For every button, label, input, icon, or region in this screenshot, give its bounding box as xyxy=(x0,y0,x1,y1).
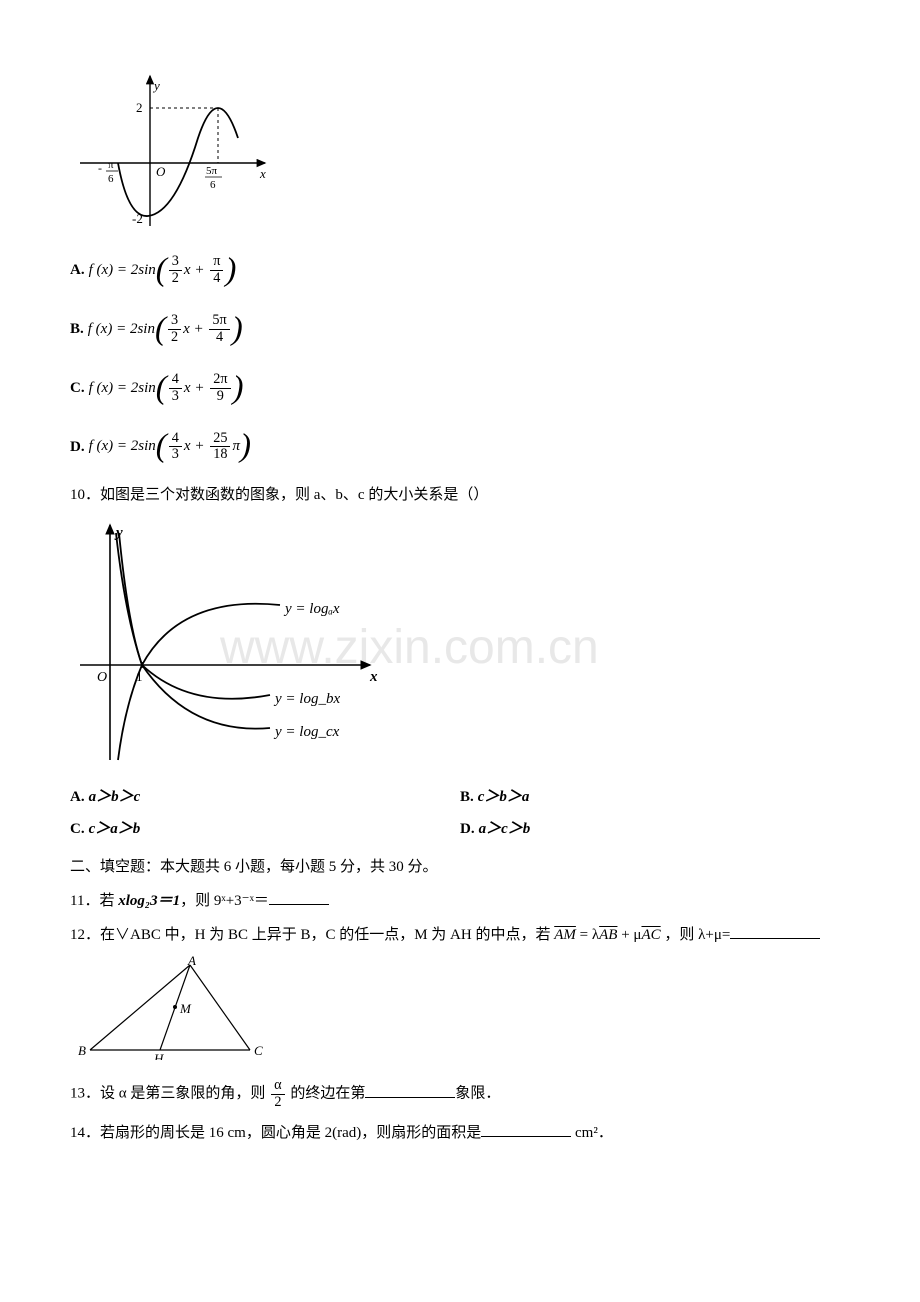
svg-text:5π: 5π xyxy=(206,165,218,177)
q12: 12．在∨ABC 中，H 为 BC 上异于 B，C 的任一点，M 为 AH 的中… xyxy=(70,923,850,947)
svg-text:y = log_bx: y = log_bx xyxy=(273,691,340,707)
q10-num: 10． xyxy=(70,487,100,503)
opt-label: B. xyxy=(70,317,84,341)
q10-options: A.a＞b＞c B.c＞b＞a C.c＞a＞b D.a＞c＞b xyxy=(70,781,850,845)
q10-text: 如图是三个对数函数的图象，则 a、b、c 的大小关系是（） xyxy=(100,487,488,503)
q12-blank xyxy=(730,923,820,939)
q9-sine-graph: 2 -2 y x O - π 6 5π 6 xyxy=(70,68,850,236)
svg-text:y: y xyxy=(152,78,160,93)
svg-text:M: M xyxy=(179,1001,192,1016)
svg-text:6: 6 xyxy=(108,173,114,185)
q12-triangle: A B C H M xyxy=(70,955,850,1068)
q12-num: 12． xyxy=(70,927,100,943)
svg-text:2: 2 xyxy=(136,100,143,115)
opt-expr: f (x) = 2sin(43x + 2518π) xyxy=(89,420,251,473)
svg-text:A: A xyxy=(187,955,196,968)
svg-text:6: 6 xyxy=(210,179,216,191)
page-content: 2 -2 y x O - π 6 5π 6 A. f (x) = 2sin(32… xyxy=(70,68,850,1145)
q9-option-a: A. f (x) = 2sin(32x + π4) xyxy=(70,244,850,297)
q10-opt-b: B.c＞b＞a xyxy=(460,785,850,809)
opt-label: C. xyxy=(70,376,85,400)
q13-num: 13． xyxy=(70,1086,100,1102)
svg-text:B: B xyxy=(78,1043,86,1058)
opt-expr: f (x) = 2sin(43x + 2π9) xyxy=(89,362,244,415)
svg-text:O: O xyxy=(156,164,166,179)
q11-num: 11． xyxy=(70,893,99,909)
q10-log-graph: y x O 1 y = logₐx y = log_bx y = log_cx xyxy=(70,515,850,773)
q10-opt-c: C.c＞a＞b xyxy=(70,817,460,841)
svg-text:x: x xyxy=(369,669,378,685)
q14-num: 14． xyxy=(70,1125,100,1141)
q10-opt-a: A.a＞b＞c xyxy=(70,785,460,809)
svg-text:H: H xyxy=(153,1051,164,1060)
q10-opt-d: D.a＞c＞b xyxy=(460,817,850,841)
svg-text:π: π xyxy=(108,159,114,171)
q14-blank xyxy=(481,1121,571,1137)
q13-blank xyxy=(365,1082,455,1098)
opt-label: A. xyxy=(70,258,85,282)
svg-text:y = logₐx: y = logₐx xyxy=(283,601,340,617)
q11: 11．若 xlog₂3＝1，则 9ˣ+3⁻ˣ＝ xyxy=(70,889,850,913)
svg-text:y = log_cx: y = log_cx xyxy=(273,724,340,740)
q9-option-d: D. f (x) = 2sin(43x + 2518π) xyxy=(70,420,850,473)
section2-header: 二、填空题：本大题共 6 小题，每小题 5 分，共 30 分。 xyxy=(70,855,850,879)
opt-expr: f (x) = 2sin(32x + 5π4) xyxy=(88,303,243,356)
q9-option-b: B. f (x) = 2sin(32x + 5π4) xyxy=(70,303,850,356)
q13: 13．设 α 是第三象限的角，则 α2 的终边在第象限． xyxy=(70,1078,850,1110)
svg-text:C: C xyxy=(254,1043,263,1058)
svg-text:y: y xyxy=(114,525,123,541)
svg-text:O: O xyxy=(97,670,107,685)
svg-text:-: - xyxy=(98,161,102,175)
q10: 10．如图是三个对数函数的图象，则 a、b、c 的大小关系是（） xyxy=(70,483,850,507)
q11-blank xyxy=(269,889,329,905)
q9-option-c: C. f (x) = 2sin(43x + 2π9) xyxy=(70,362,850,415)
svg-text:x: x xyxy=(259,166,266,181)
opt-expr: f (x) = 2sin(32x + π4) xyxy=(89,244,237,297)
q14: 14．若扇形的周长是 16 cm，圆心角是 2(rad)，则扇形的面积是 cm²… xyxy=(70,1121,850,1145)
opt-label: D. xyxy=(70,435,85,459)
